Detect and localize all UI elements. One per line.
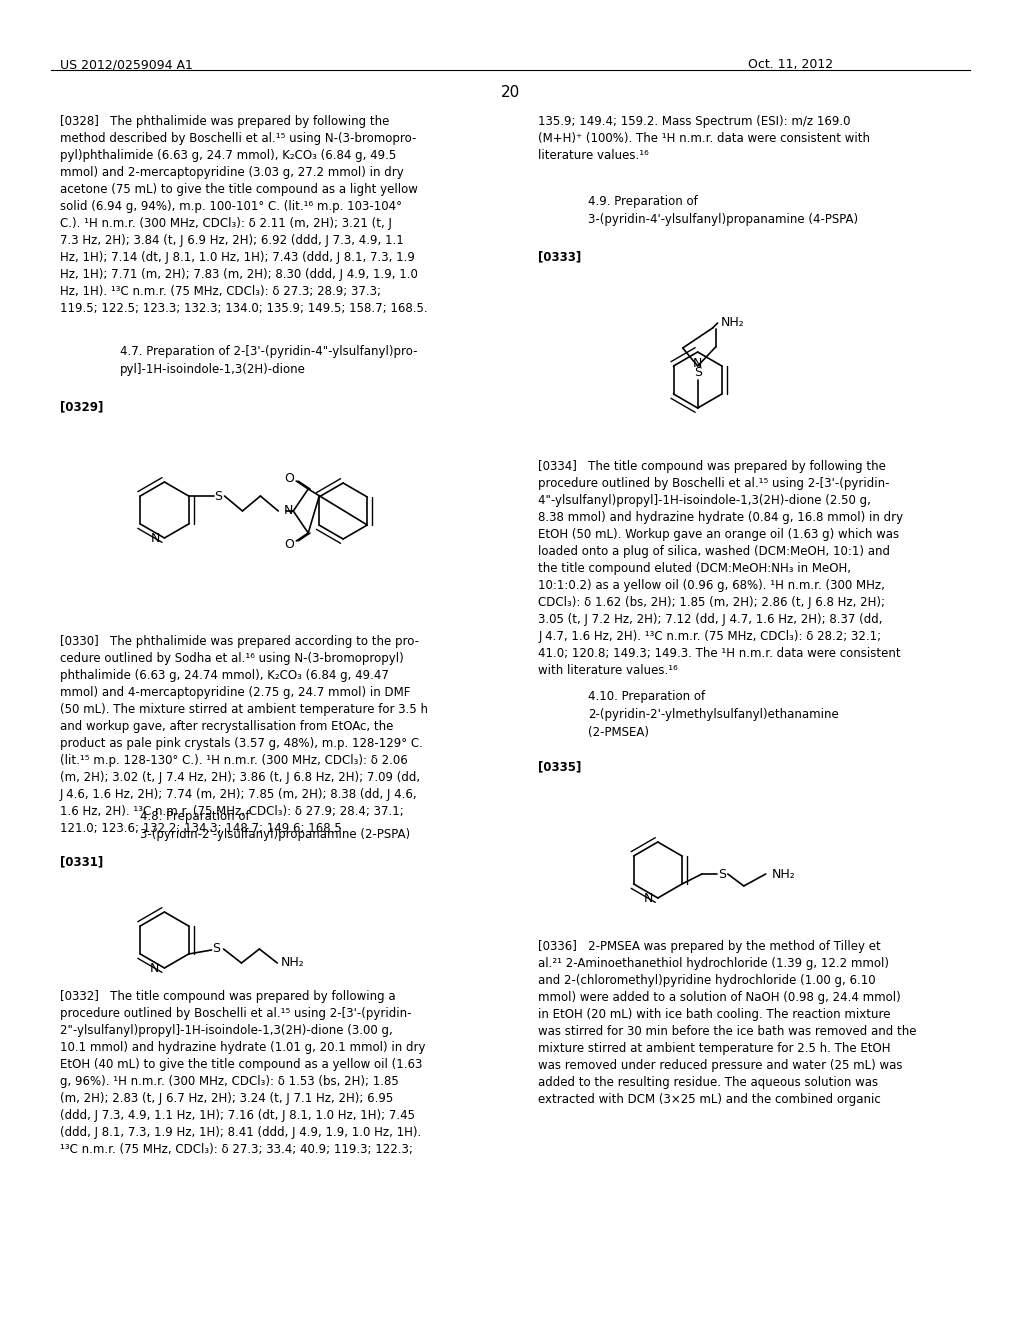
Text: [0328]   The phthalimide was prepared by following the
method described by Bosch: [0328] The phthalimide was prepared by f… <box>59 115 427 315</box>
Text: 20: 20 <box>501 84 520 100</box>
Text: [0332]   The title compound was prepared by following a
procedure outlined by Bo: [0332] The title compound was prepared b… <box>59 990 425 1156</box>
Text: N: N <box>643 891 653 904</box>
Text: [0335]: [0335] <box>539 760 582 774</box>
Text: S: S <box>718 867 726 880</box>
Text: 135.9; 149.4; 159.2. Mass Spectrum (ESI): m/z 169.0
(M+H)⁺ (100%). The ¹H n.m.r.: 135.9; 149.4; 159.2. Mass Spectrum (ESI)… <box>539 115 870 162</box>
Text: 4.10. Preparation of
2-(pyridin-2'-ylmethylsulfanyl)ethanamine
(2-PMSEA): 4.10. Preparation of 2-(pyridin-2'-ylmet… <box>588 690 839 739</box>
Text: Oct. 11, 2012: Oct. 11, 2012 <box>748 58 833 71</box>
Text: [0329]: [0329] <box>59 400 103 413</box>
Text: O: O <box>285 471 294 484</box>
Text: NH₂: NH₂ <box>281 957 304 969</box>
Text: S: S <box>693 367 701 380</box>
Text: S: S <box>213 942 220 956</box>
Text: US 2012/0259094 A1: US 2012/0259094 A1 <box>59 58 193 71</box>
Text: O: O <box>285 537 294 550</box>
Text: NH₂: NH₂ <box>772 867 796 880</box>
Text: S: S <box>214 490 222 503</box>
Text: N: N <box>152 532 161 544</box>
Text: [0330]   The phthalimide was prepared according to the pro-
cedure outlined by S: [0330] The phthalimide was prepared acco… <box>59 635 428 836</box>
Text: 4.9. Preparation of
3-(pyridin-4'-ylsulfanyl)propanamine (4-PSPA): 4.9. Preparation of 3-(pyridin-4'-ylsulf… <box>588 195 858 226</box>
Text: 4.8. Preparation of
3-(pyridin-2'-ylsulfanyl)propanamine (2-PSPA): 4.8. Preparation of 3-(pyridin-2'-ylsulf… <box>139 810 410 841</box>
Text: N: N <box>151 961 160 974</box>
Text: [0331]: [0331] <box>59 855 103 869</box>
Text: NH₂: NH₂ <box>721 317 744 330</box>
Text: 4.7. Preparation of 2-[3'-(pyridin-4"-ylsulfanyl)pro-
pyl]-1H-isoindole-1,3(2H)-: 4.7. Preparation of 2-[3'-(pyridin-4"-yl… <box>120 345 417 376</box>
Text: [0333]: [0333] <box>539 249 582 263</box>
Text: [0336]   2-PMSEA was prepared by the method of Tilley et
al.²¹ 2-Aminoethanethio: [0336] 2-PMSEA was prepared by the metho… <box>539 940 916 1106</box>
Text: [0334]   The title compound was prepared by following the
procedure outlined by : [0334] The title compound was prepared b… <box>539 459 903 677</box>
Text: N: N <box>284 504 293 517</box>
Text: N: N <box>693 356 702 370</box>
